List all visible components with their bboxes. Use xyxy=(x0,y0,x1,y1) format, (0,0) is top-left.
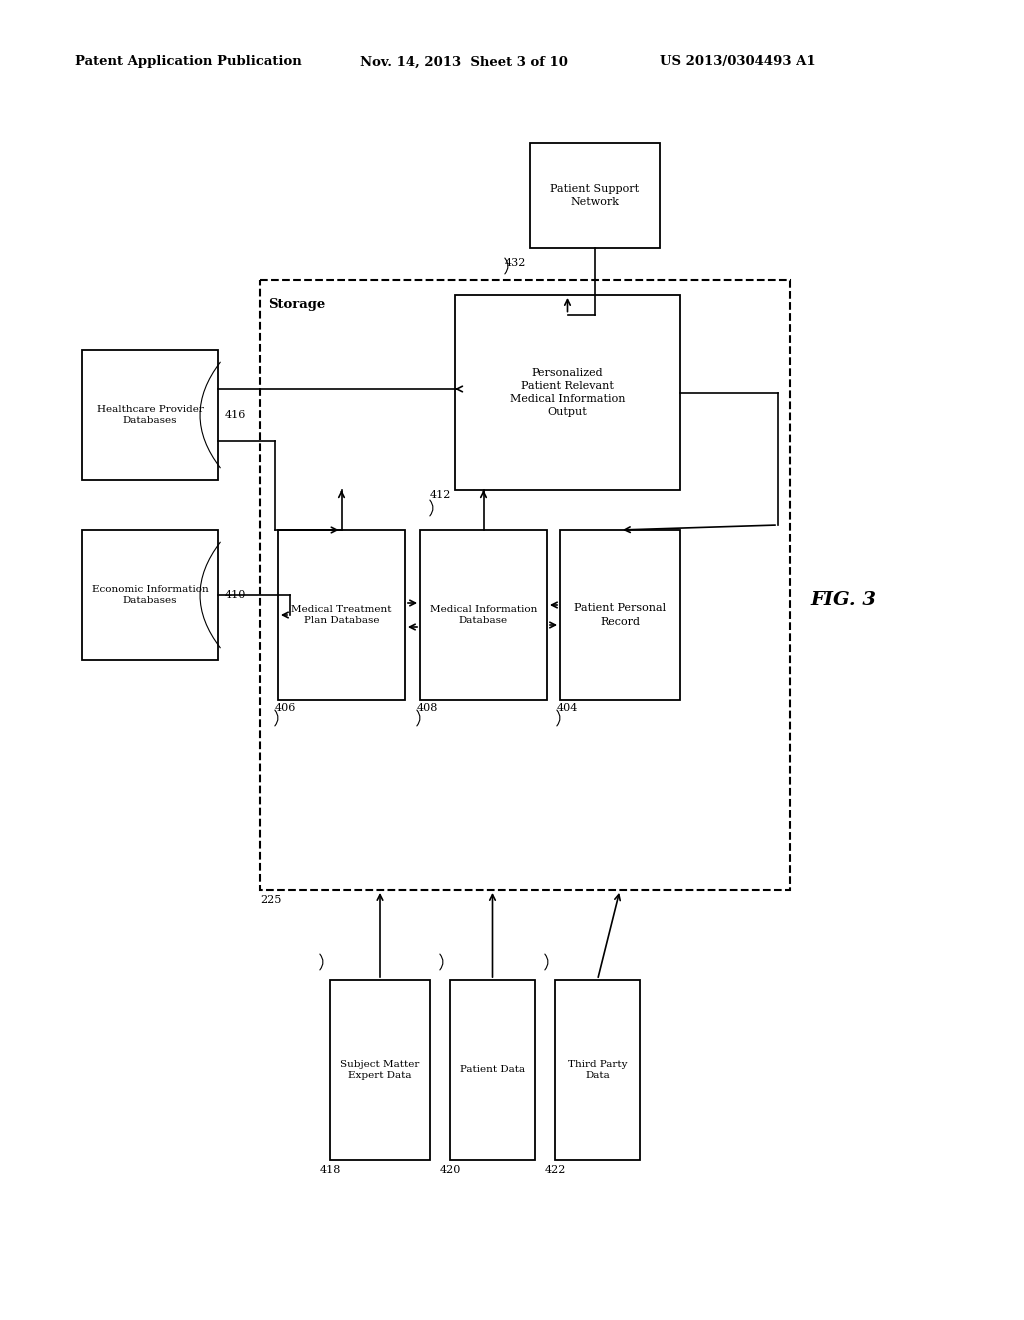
Text: 404: 404 xyxy=(557,704,579,713)
Text: Economic Information
Databases: Economic Information Databases xyxy=(91,585,208,606)
Bar xyxy=(330,979,430,1160)
Text: 416: 416 xyxy=(225,411,247,420)
Text: 410: 410 xyxy=(225,590,247,601)
Text: Subject Matter
Expert Data: Subject Matter Expert Data xyxy=(340,1060,420,1080)
Text: Medical Treatment
Plan Database: Medical Treatment Plan Database xyxy=(291,605,392,626)
Bar xyxy=(450,979,535,1160)
Bar xyxy=(82,531,218,660)
Text: 408: 408 xyxy=(417,704,438,713)
Bar xyxy=(455,294,680,490)
Text: Healthcare Provider
Databases: Healthcare Provider Databases xyxy=(96,405,204,425)
Text: 412: 412 xyxy=(430,490,452,500)
Bar xyxy=(560,531,680,700)
Text: Storage: Storage xyxy=(503,579,547,590)
Text: Patient Personal
Record: Patient Personal Record xyxy=(573,603,666,627)
Text: 225: 225 xyxy=(260,895,282,906)
Text: Medical Information
Database: Medical Information Database xyxy=(430,605,538,626)
Bar xyxy=(278,531,406,700)
Text: 432: 432 xyxy=(505,257,526,268)
Text: Patient Support
Network: Patient Support Network xyxy=(551,183,640,207)
Text: Third Party
Data: Third Party Data xyxy=(567,1060,628,1080)
Text: 422: 422 xyxy=(545,1166,566,1175)
Text: 406: 406 xyxy=(275,704,296,713)
Bar xyxy=(82,350,218,480)
Bar xyxy=(260,280,790,890)
Text: Nov. 14, 2013  Sheet 3 of 10: Nov. 14, 2013 Sheet 3 of 10 xyxy=(360,55,568,69)
Bar xyxy=(420,531,547,700)
Text: US 2013/0304493 A1: US 2013/0304493 A1 xyxy=(660,55,816,69)
Text: 420: 420 xyxy=(440,1166,462,1175)
Text: Patient Data: Patient Data xyxy=(460,1065,525,1074)
Text: FIG. 3: FIG. 3 xyxy=(810,591,876,609)
Text: Personalized
Patient Relevant
Medical Information
Output: Personalized Patient Relevant Medical In… xyxy=(510,368,626,417)
Text: 418: 418 xyxy=(319,1166,341,1175)
Text: Patent Application Publication: Patent Application Publication xyxy=(75,55,302,69)
Bar xyxy=(555,979,640,1160)
Text: Storage: Storage xyxy=(268,298,326,312)
Bar xyxy=(530,143,660,248)
